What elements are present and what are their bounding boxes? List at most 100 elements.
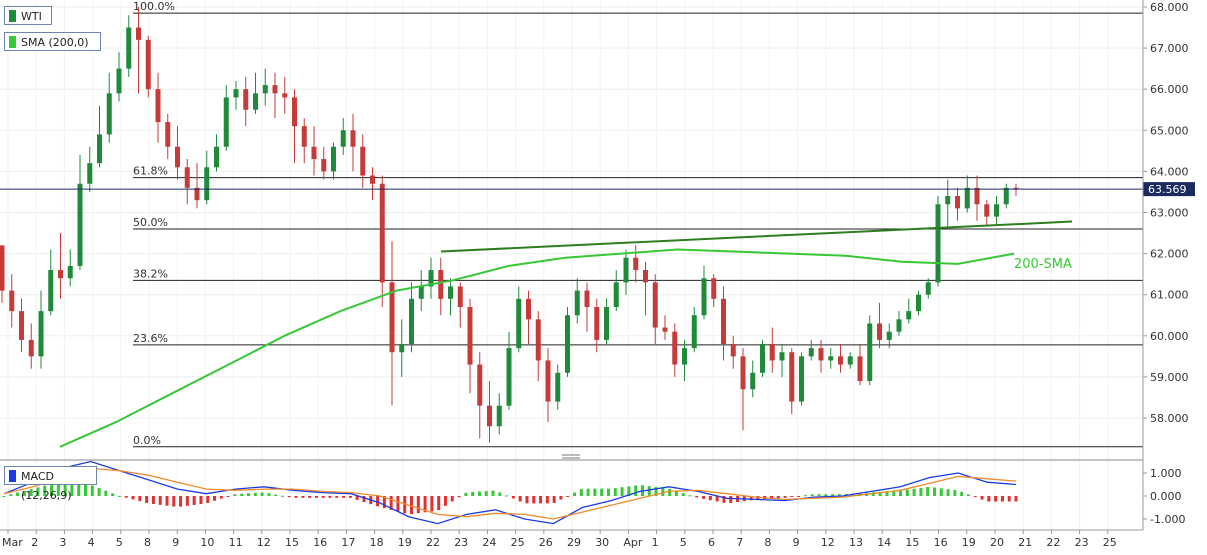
macd-hist-bar-24	[165, 496, 169, 506]
macd-hist-bar-101	[688, 495, 692, 497]
macd-hist-bar-143	[973, 496, 977, 498]
macd-hist-bar-82	[559, 496, 563, 500]
macd-hist-bar-61	[416, 496, 420, 514]
candle-body	[409, 298, 414, 345]
candle-103	[1003, 183, 1009, 209]
candle-body	[155, 89, 161, 123]
macd-hist-bar-98	[668, 488, 672, 496]
macd-hist-bar-121	[824, 494, 828, 496]
x-tick-label-12: 17	[341, 536, 355, 549]
candle-91	[886, 323, 892, 349]
candle-88	[857, 344, 863, 386]
macd-hist-bar-37	[253, 492, 257, 496]
y-tick-label-6: 62.000	[1150, 248, 1189, 261]
macd-hist-bar-9	[63, 481, 67, 496]
legend-wti-label: WTI	[21, 10, 42, 23]
candle-65	[633, 245, 639, 283]
candle-15	[145, 35, 151, 98]
candle-body	[97, 134, 102, 164]
macd-hist-bar-43	[294, 496, 298, 498]
candle-67	[652, 274, 658, 345]
candle-29	[282, 76, 288, 114]
x-tick-label-32: 15	[905, 536, 919, 549]
macd-hist-bar-16	[111, 493, 115, 496]
macd-hist-bar-84	[573, 492, 577, 496]
fib-label-4: 23.6%	[133, 332, 168, 345]
candle-body	[28, 339, 34, 357]
macd-hist-bar-91	[620, 487, 624, 496]
candle-body	[9, 290, 15, 312]
candle-12	[116, 52, 122, 102]
candle-71	[691, 307, 697, 353]
macd-hist-bar-81	[552, 496, 556, 503]
candle-body	[847, 356, 853, 365]
candle-body	[272, 85, 278, 94]
candle-body	[477, 364, 483, 406]
candle-39	[379, 175, 385, 308]
candle-50	[487, 381, 492, 443]
candlesticks	[0, 7, 1019, 443]
macd-hist-bar-36	[247, 493, 251, 496]
macd-hist-bar-136	[926, 486, 930, 496]
candle-body	[87, 163, 93, 184]
candle-90	[877, 302, 882, 349]
legend-macd[interactable]: MACD (12,26,9)	[4, 466, 97, 502]
macd-hist-bar-148	[1007, 496, 1011, 502]
macd-hist-bar-107	[729, 496, 733, 503]
candle-89	[867, 315, 873, 386]
macd-hist-bar-59	[403, 496, 407, 514]
candle-body	[964, 187, 970, 209]
candle-17	[165, 113, 171, 160]
candle-body	[448, 286, 453, 299]
candle-27	[262, 68, 268, 106]
candle-body	[233, 89, 239, 98]
candle-body	[360, 146, 366, 176]
pane-resize-handle[interactable]	[562, 454, 580, 459]
x-tick-label-4: 5	[116, 536, 123, 549]
macd-hist-bar-105	[715, 496, 719, 502]
candle-body	[282, 93, 288, 98]
macd-y-tick-label-1: 0.000	[1150, 490, 1182, 503]
macd-hist-bar-17	[117, 495, 121, 497]
x-tick-label-17: 24	[482, 536, 496, 549]
candle-body	[896, 319, 902, 332]
candle-body	[19, 311, 24, 340]
candle-body	[1003, 187, 1009, 205]
candle-body	[886, 331, 892, 340]
candle-body	[691, 315, 697, 349]
fib-label-0: 100.0%	[133, 0, 175, 13]
signal-line	[3, 467, 1017, 520]
candle-59	[574, 278, 580, 324]
y-tick-label-4: 64.000	[1150, 165, 1189, 178]
macd-hist-bar-120	[817, 494, 821, 496]
x-tick-label-9: 12	[257, 536, 271, 549]
x-tick-label-33: 16	[934, 536, 948, 549]
candle-body	[799, 356, 804, 402]
legend-macd-label: MACD (12,26,9)	[21, 470, 72, 502]
macd-swatch	[9, 470, 16, 482]
macd-hist-bar-55	[376, 496, 380, 507]
sma-annotation: 200-SMA	[1014, 257, 1072, 272]
candle-28	[272, 72, 278, 118]
macd-hist-bar-45	[308, 496, 312, 498]
legend-sma[interactable]: SMA (200,0)	[4, 32, 101, 51]
macd-hist-bar-5	[36, 487, 40, 496]
candle-32	[311, 126, 317, 176]
candle-body	[184, 167, 190, 188]
macd-hist-bar-149	[1014, 496, 1018, 502]
candle-body	[565, 315, 570, 373]
candle-body	[175, 146, 180, 168]
macd-hist-bar-86	[586, 488, 590, 496]
macd-hist-bar-67	[457, 496, 461, 498]
candle-body	[711, 278, 717, 299]
candle-body	[633, 257, 639, 271]
macd-hist-bar-22	[151, 496, 155, 504]
macd-hist-bar-137	[932, 487, 936, 496]
fib-label-5: 0.0%	[133, 434, 161, 447]
macd-hist-bar-28	[192, 496, 196, 505]
macd-hist-bar-7	[50, 483, 54, 496]
macd-hist-bar-133	[905, 489, 909, 496]
candle-body	[116, 68, 122, 94]
candle-26	[253, 72, 258, 114]
legend-wti[interactable]: WTI	[4, 6, 52, 25]
